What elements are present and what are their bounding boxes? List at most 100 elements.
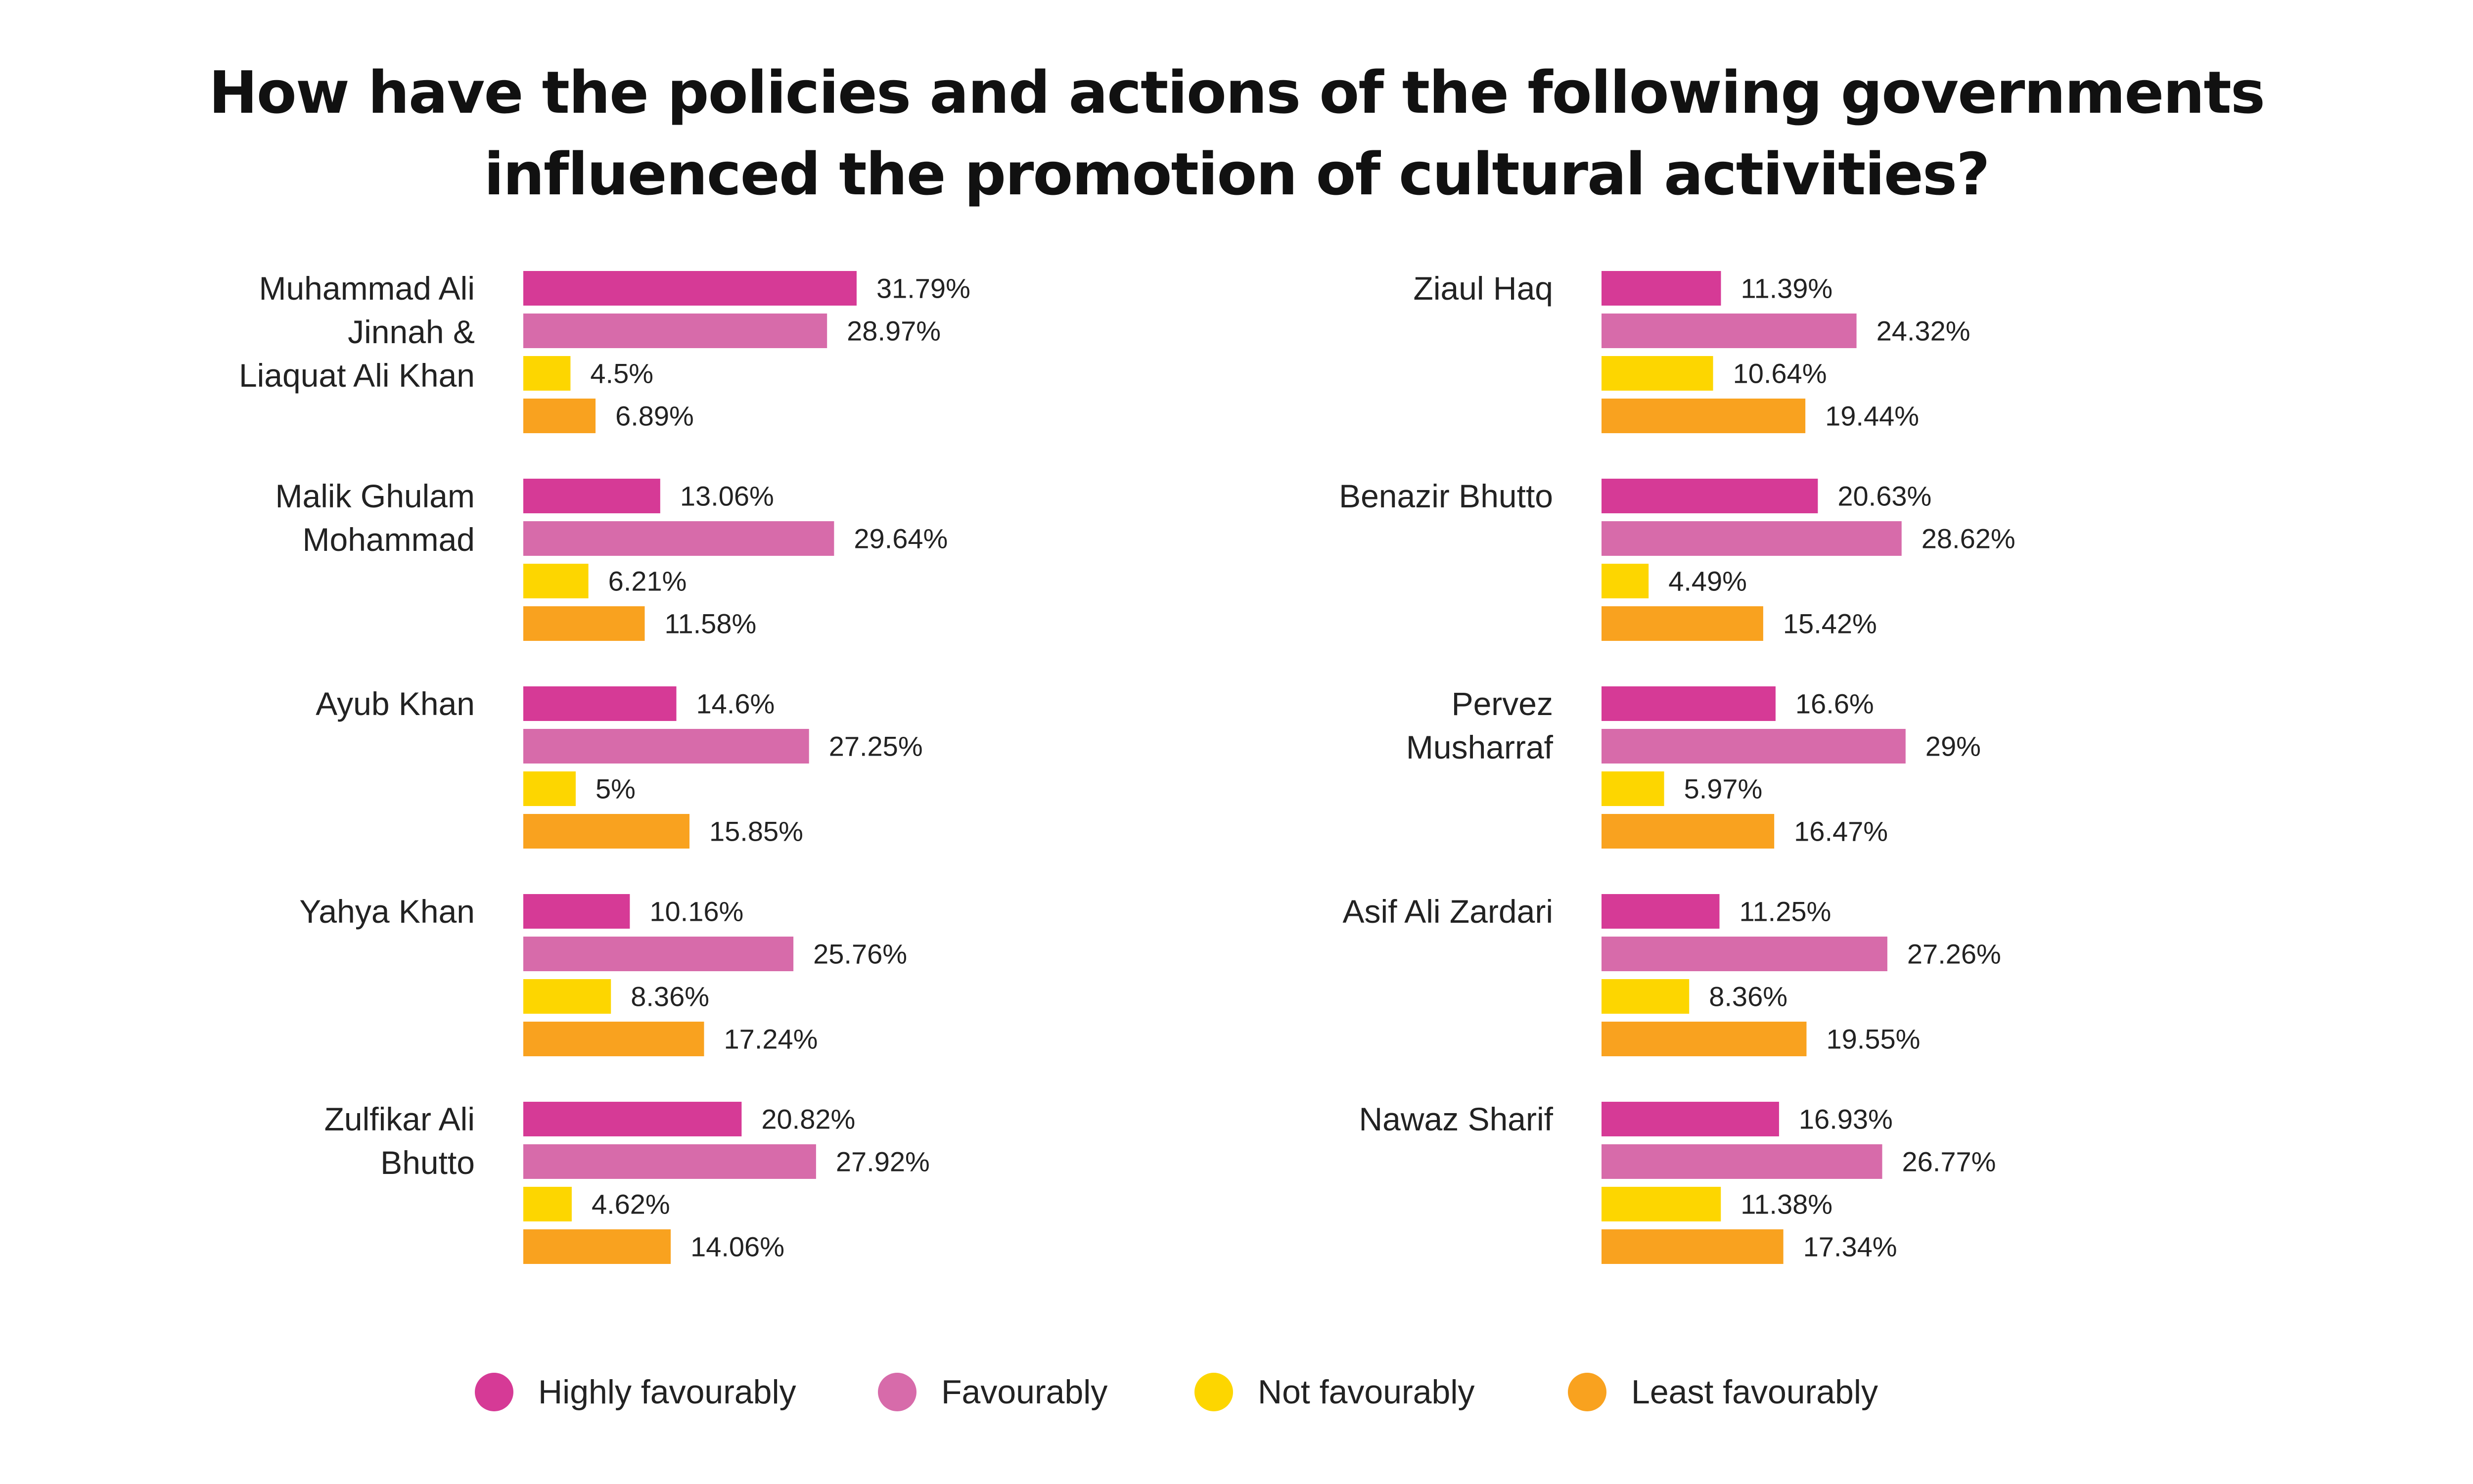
bar-not-favourably — [523, 979, 611, 1014]
legend-swatch — [1568, 1373, 1606, 1411]
value-label: 6.89% — [615, 401, 694, 432]
value-label: 5% — [595, 773, 636, 805]
bar-least-favourably — [523, 814, 690, 849]
value-label: 27.25% — [829, 731, 923, 762]
value-label: 19.55% — [1826, 1024, 1920, 1055]
value-label: 5.97% — [1684, 773, 1763, 805]
bar-highly-favourably — [1602, 479, 1818, 513]
category-label: Mohammad — [303, 521, 475, 558]
value-label: 4.62% — [592, 1189, 670, 1220]
bar-favourably — [1602, 1144, 1882, 1179]
bar-not-favourably — [523, 356, 571, 391]
value-label: 29% — [1925, 731, 1981, 762]
legend-item-least-favourably: Least favourably — [1568, 1362, 1878, 1422]
legend: Highly favourably Favourably Not favourabl… — [0, 1362, 2473, 1422]
category-label: Nawaz Sharif — [1359, 1101, 1554, 1137]
bar-highly-favourably — [1602, 894, 1720, 929]
value-label: 31.79% — [876, 273, 970, 304]
legend-label: Favourably — [941, 1373, 1108, 1411]
value-label: 6.21% — [608, 566, 687, 597]
bar-favourably — [1602, 314, 1857, 348]
bar-not-favourably — [1602, 979, 1690, 1014]
bar-highly-favourably — [523, 894, 630, 929]
value-label: 11.25% — [1740, 896, 1832, 927]
value-label: 19.44% — [1825, 401, 1919, 432]
value-label: 29.64% — [854, 523, 948, 554]
category-label: Zulfikar Ali — [324, 1101, 475, 1137]
bar-not-favourably — [523, 771, 576, 806]
value-label: 15.42% — [1783, 608, 1877, 639]
value-label: 28.97% — [847, 315, 941, 347]
value-label: 15.85% — [709, 816, 803, 847]
legend-item-highly-favourably: Highly favourably — [475, 1362, 796, 1422]
bar-favourably — [523, 1144, 816, 1179]
bar-least-favourably — [523, 1229, 671, 1264]
category-label: Ziaul Haq — [1414, 270, 1553, 307]
bar-favourably — [523, 937, 794, 971]
value-label: 20.82% — [761, 1104, 855, 1135]
chart-title: How have the policies and actions of the… — [148, 52, 2325, 215]
value-label: 16.47% — [1794, 816, 1888, 847]
bar-highly-favourably — [1602, 686, 1776, 721]
bar-highly-favourably — [523, 686, 677, 721]
category-label: Yahya Khan — [299, 893, 475, 930]
category-label: Musharraf — [1406, 729, 1554, 765]
value-label: 8.36% — [1709, 981, 1787, 1012]
bar-least-favourably — [1602, 1229, 1784, 1264]
value-label: 11.38% — [1740, 1189, 1832, 1220]
value-label: 4.49% — [1668, 566, 1747, 597]
bar-least-favourably — [1602, 1022, 1807, 1056]
bar-not-favourably — [1602, 564, 1649, 598]
category-label: Muhammad Ali — [259, 270, 475, 307]
bar-highly-favourably — [523, 479, 660, 513]
bar-highly-favourably — [1602, 1102, 1779, 1136]
value-label: 20.63% — [1837, 481, 1931, 512]
bar-favourably — [1602, 521, 1902, 556]
legend-swatch — [475, 1373, 513, 1411]
value-label: 26.77% — [1902, 1146, 1996, 1177]
value-label: 8.36% — [631, 981, 709, 1012]
category-label: Bhutto — [380, 1144, 475, 1181]
category-label: Ayub Khan — [316, 685, 475, 722]
value-label: 16.6% — [1795, 688, 1874, 720]
bar-favourably — [1602, 729, 1906, 764]
bar-favourably — [523, 314, 827, 348]
value-label: 28.62% — [1922, 523, 2015, 554]
legend-label: Not favourably — [1258, 1373, 1475, 1411]
category-label: Pervez — [1452, 685, 1553, 722]
bar-highly-favourably — [523, 271, 857, 306]
value-label: 17.24% — [724, 1024, 818, 1055]
legend-label: Least favourably — [1631, 1373, 1878, 1411]
value-label: 27.26% — [1907, 939, 2001, 970]
value-label: 11.58% — [664, 608, 756, 639]
legend-label: Highly favourably — [538, 1373, 796, 1411]
bar-highly-favourably — [523, 1102, 742, 1136]
value-label: 27.92% — [836, 1146, 930, 1177]
bar-favourably — [523, 521, 834, 556]
value-label: 10.16% — [649, 896, 743, 927]
value-label: 14.6% — [696, 688, 775, 720]
bar-not-favourably — [1602, 356, 1713, 391]
value-label: 10.64% — [1733, 358, 1827, 389]
chart-title-line-2: influenced the promotion of cultural act… — [484, 140, 1990, 208]
bar-not-favourably — [1602, 1187, 1721, 1221]
legend-swatch — [1194, 1373, 1233, 1411]
category-label: Asif Ali Zardari — [1343, 893, 1553, 930]
value-label: 4.5% — [590, 358, 653, 389]
value-label: 17.34% — [1803, 1231, 1897, 1262]
value-label: 13.06% — [680, 481, 774, 512]
bar-favourably — [523, 729, 809, 764]
bar-least-favourably — [523, 399, 596, 433]
value-label: 25.76% — [813, 939, 907, 970]
value-label: 14.06% — [690, 1231, 784, 1262]
bar-least-favourably — [1602, 814, 1775, 849]
category-label: Jinnah & — [348, 314, 475, 350]
bar-not-favourably — [1602, 771, 1664, 806]
value-label: 11.39% — [1740, 273, 1832, 304]
legend-item-not-favourably: Not favourably — [1194, 1362, 1474, 1422]
bar-not-favourably — [523, 1187, 572, 1221]
bar-least-favourably — [523, 1022, 704, 1056]
chart-title-line-1: How have the policies and actions of the… — [209, 58, 2265, 127]
legend-item-favourably: Favourably — [878, 1362, 1107, 1422]
value-label: 24.32% — [1877, 315, 1970, 347]
